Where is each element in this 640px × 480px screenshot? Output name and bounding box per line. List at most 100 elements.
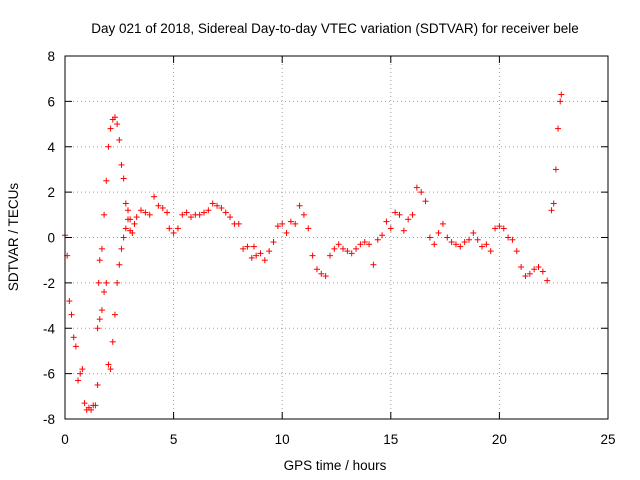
data-point (250, 243, 257, 250)
data-point (539, 268, 546, 275)
data-point (116, 261, 123, 268)
data-point (496, 223, 503, 230)
data-point (357, 241, 364, 248)
data-point (122, 200, 129, 207)
data-point (98, 307, 105, 314)
data-point (105, 361, 112, 368)
data-point (222, 209, 229, 216)
data-point (431, 241, 438, 248)
data-point (72, 343, 79, 350)
data-point (201, 209, 208, 216)
data-point (505, 234, 512, 241)
x-tick-label: 0 (61, 432, 69, 447)
data-point (387, 225, 394, 232)
data-point (244, 243, 251, 250)
data-point (174, 225, 181, 232)
data-point (88, 406, 95, 413)
data-point (558, 91, 565, 98)
data-point (68, 311, 75, 318)
data-point (413, 184, 420, 191)
data-point (318, 270, 325, 277)
data-point (557, 98, 564, 105)
data-point (205, 207, 212, 214)
data-point (257, 250, 264, 257)
x-tick-label: 20 (492, 432, 507, 447)
plot-frame (64, 55, 609, 420)
y-tick-label: 2 (47, 185, 55, 200)
grid (65, 56, 608, 419)
data-point (159, 205, 166, 212)
data-point (509, 236, 516, 243)
data-point (253, 252, 260, 259)
x-axis-label: GPS time / hours (284, 458, 387, 473)
data-point (155, 202, 162, 209)
x-tick-label: 5 (170, 432, 178, 447)
data-point (120, 175, 127, 182)
data-point (448, 239, 455, 246)
data-point (552, 166, 559, 173)
data-point (313, 266, 320, 273)
y-tick-label: -2 (43, 276, 55, 291)
data-point (151, 193, 158, 200)
data-point (400, 227, 407, 234)
data-point (470, 229, 477, 236)
data-point (218, 205, 225, 212)
data-point (170, 229, 177, 236)
data-point (340, 245, 347, 252)
data-point (348, 250, 355, 257)
data-point (209, 200, 216, 207)
data-point (75, 377, 82, 384)
data-point (70, 334, 77, 341)
data-point (138, 207, 145, 214)
x-tick-label: 15 (383, 432, 398, 447)
data-point (531, 266, 538, 273)
data-point (183, 209, 190, 216)
data-point (124, 207, 131, 214)
y-tick-label: 6 (47, 94, 55, 109)
data-point (500, 225, 507, 232)
data-point (114, 279, 121, 286)
data-point (274, 223, 281, 230)
data-point (118, 161, 125, 168)
data-point (77, 370, 84, 377)
data-point (142, 209, 149, 216)
data-point (518, 263, 525, 270)
data-point (118, 245, 125, 252)
data-point (95, 279, 102, 286)
data-point (461, 239, 468, 246)
data-point (66, 298, 73, 305)
data-point (344, 248, 351, 255)
data-point (435, 229, 442, 236)
data-point (235, 220, 242, 227)
data-point (409, 211, 416, 218)
data-point (98, 245, 105, 252)
data-point (96, 316, 103, 323)
data-point (422, 198, 429, 205)
data-point (79, 366, 86, 373)
data-point (109, 338, 116, 345)
data-series-sdtvar (62, 91, 565, 413)
data-point (164, 209, 171, 216)
y-tick-label: 8 (47, 49, 55, 64)
data-point (526, 270, 533, 277)
y-axis-label: SDTVAR / TECUs (6, 183, 21, 292)
data-point (116, 136, 123, 143)
data-point (127, 216, 134, 223)
data-point (492, 225, 499, 232)
data-point (479, 243, 486, 250)
data-point (548, 207, 555, 214)
data-point (555, 125, 562, 132)
data-point (405, 216, 412, 223)
data-point (513, 248, 520, 255)
x-tick-label: 10 (275, 432, 290, 447)
x-tick-label: 25 (600, 432, 615, 447)
y-tick-label: -6 (43, 367, 55, 382)
data-point (383, 218, 390, 225)
data-point (322, 273, 329, 280)
data-point (101, 288, 108, 295)
data-point (452, 241, 459, 248)
data-point (465, 236, 472, 243)
data-point (146, 211, 153, 218)
data-point (227, 214, 234, 221)
